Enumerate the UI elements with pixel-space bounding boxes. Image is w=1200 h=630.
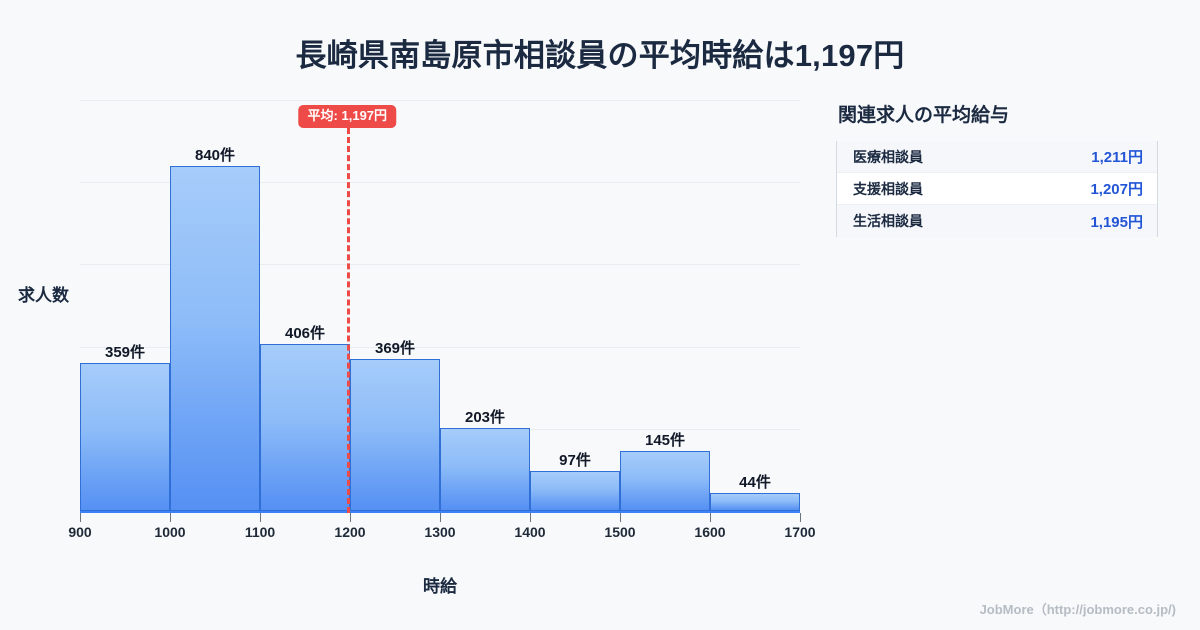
related-salary-value: 1,207円 bbox=[1090, 181, 1143, 198]
related-salary-value: 1,195円 bbox=[1090, 213, 1143, 231]
bar-value-label: 203件 bbox=[464, 408, 506, 426]
x-axis-tick bbox=[620, 513, 621, 522]
bar-value-label: 369件 bbox=[374, 340, 416, 358]
x-axis-tick bbox=[170, 513, 171, 522]
table-row[interactable]: 生活相談員 1,195円 bbox=[837, 205, 1157, 237]
gridline bbox=[80, 346, 800, 348]
x-axis-tick-label: 1000 bbox=[154, 524, 186, 540]
x-axis-tick bbox=[530, 513, 531, 522]
bar-value-label: 145件 bbox=[644, 432, 686, 450]
x-axis-line bbox=[80, 511, 800, 513]
table-row[interactable]: 医療相談員 1,211円 bbox=[837, 141, 1157, 173]
average-line bbox=[347, 128, 351, 513]
related-salary-title: 関連求人の平均給与 bbox=[838, 105, 1010, 126]
x-axis-tick-label: 1200 bbox=[334, 524, 366, 540]
related-salary-value: 1,211円 bbox=[1091, 149, 1143, 166]
x-axis-tick bbox=[260, 513, 261, 522]
x-axis-tick bbox=[350, 513, 351, 522]
gridline bbox=[80, 100, 800, 101]
bar bbox=[710, 492, 800, 511]
x-axis-tick bbox=[440, 513, 441, 522]
bar-value-label: 97件 bbox=[559, 452, 591, 470]
table-row[interactable]: 支援相談員 1,207円 bbox=[837, 173, 1157, 205]
bar-value-label: 840件 bbox=[194, 146, 236, 164]
x-axis-tick-label: 1400 bbox=[514, 524, 546, 540]
x-axis-tick-label: 1700 bbox=[784, 524, 816, 540]
related-salary-label: 生活相談員 bbox=[853, 213, 923, 229]
gridline bbox=[80, 182, 800, 184]
bar bbox=[260, 344, 350, 511]
average-badge: 平均: 1,197円 bbox=[298, 105, 397, 129]
x-axis-title: 時給 bbox=[423, 577, 457, 596]
related-salary-label: 支援相談員 bbox=[853, 180, 923, 197]
bar bbox=[80, 363, 170, 511]
bar bbox=[620, 451, 710, 511]
x-axis-tick-label: 900 bbox=[68, 524, 92, 540]
x-axis-tick bbox=[710, 513, 711, 522]
page-title: 長崎県南島原市相談員の平均時給は1,197円 bbox=[295, 38, 905, 73]
bar-value-label: 44件 bbox=[739, 473, 771, 491]
bar-value-label: 359件 bbox=[104, 344, 146, 362]
x-axis-tick-label: 1500 bbox=[604, 524, 636, 540]
bar bbox=[350, 359, 440, 511]
related-salary-table: 医療相談員 1,211円支援相談員 1,207円生活相談員 1,195円 bbox=[836, 141, 1158, 237]
x-axis-tick-label: 1300 bbox=[424, 524, 456, 540]
related-salary-label: 医療相談員 bbox=[853, 148, 923, 165]
footer-watermark: JobMore（http://jobmore.co.jp/) bbox=[979, 602, 1176, 617]
bar bbox=[440, 427, 530, 511]
x-axis-tick-label: 1100 bbox=[244, 524, 276, 540]
bar bbox=[170, 165, 260, 511]
gridline bbox=[80, 264, 800, 266]
bar-value-label: 406件 bbox=[284, 325, 326, 343]
x-axis-tick bbox=[800, 513, 801, 522]
related-salary-panel: 関連求人の平均給与 医療相談員 1,211円支援相談員 1,207円生活相談員 1,1… bbox=[836, 100, 1166, 237]
bar bbox=[530, 471, 620, 511]
x-axis-tick-label: 1600 bbox=[694, 524, 726, 540]
plot-area bbox=[80, 100, 800, 511]
y-axis-title: 求人数 bbox=[18, 286, 69, 305]
x-axis-tick bbox=[80, 513, 81, 522]
